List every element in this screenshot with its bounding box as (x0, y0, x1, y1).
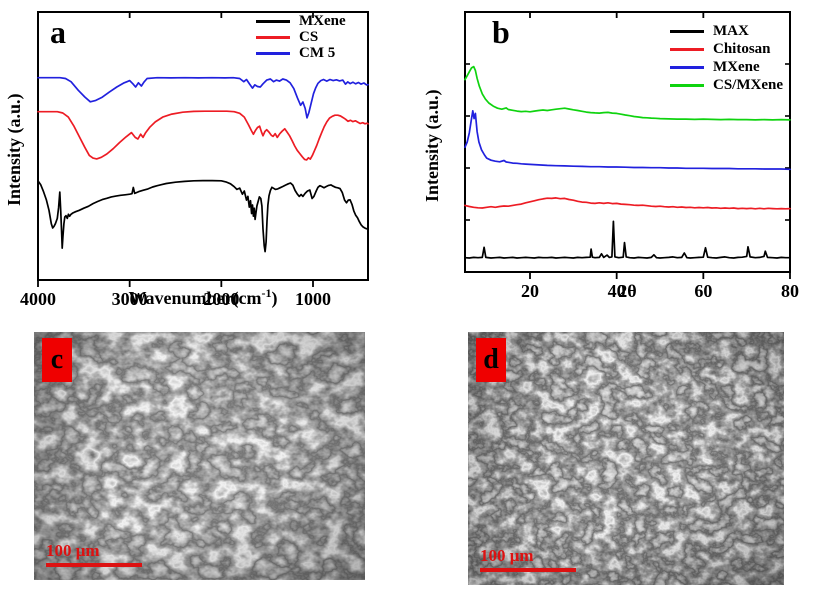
xlabel-close: ) (271, 288, 278, 308)
xlabel-text: 2θ (618, 281, 637, 301)
legend-line-swatch-chitosan (670, 47, 704, 51)
legend-row: CS/MXene (670, 76, 783, 94)
legend-label: CS/MXene (713, 76, 783, 93)
legend-line-swatch-cs (256, 35, 290, 39)
scalebar-line (480, 568, 576, 572)
x-tick-label: 20 (521, 281, 539, 301)
legend-line-swatch-mxene (670, 65, 704, 69)
ftir-chart-svg: 4000 3000 2000 1000 (20, 11, 369, 309)
x-tick-label: 40 (608, 281, 626, 301)
panel-a-ftir-chart: 4000 3000 2000 1000 a Intensity (a.u.) Wave… (0, 0, 400, 315)
legend-row: Chitosan (670, 40, 783, 58)
panel-c-letter: c (50, 344, 64, 375)
legend-label: MAX (713, 22, 749, 39)
series-line-chitosan (464, 197, 791, 210)
legend-line-swatch-max (670, 29, 704, 33)
legend-row: MXene (670, 58, 783, 76)
panel-d-scalebar: 100 μm (480, 547, 576, 572)
panel-b-ylabel: Intensity (a.u.) (422, 89, 442, 202)
legend-row: MAX (670, 22, 783, 40)
scalebar-text: 100 μm (46, 541, 100, 561)
legend-label: CM 5 (299, 44, 336, 61)
panel-c-label-box: c (42, 338, 72, 382)
sem-shading-overlay (34, 332, 365, 580)
legend-line-swatch-csmxene (670, 83, 704, 87)
panel-c-scalebar: 100 μm (46, 542, 142, 567)
x-tick-label: 3000 (112, 289, 148, 309)
panel-d-label-box: d (476, 338, 506, 382)
sem-texture-rect (468, 332, 784, 585)
panel-b-letter: b (492, 14, 510, 50)
panel-b-legend: MAX Chitosan MXene CS/MXene (670, 22, 783, 94)
panel-d-sem-image: d 100 μm (468, 332, 784, 585)
x-tick-label: 60 (694, 281, 712, 301)
legend-row: CM 5 (256, 45, 346, 61)
sem-texture-d (468, 332, 784, 585)
legend-label: MXene (713, 58, 760, 75)
panel-a-legend: MXene CS CM 5 (256, 13, 346, 61)
series-line-mxene (464, 109, 791, 171)
legend-label: MXene (299, 12, 346, 29)
legend-line-swatch-cm5 (256, 51, 290, 55)
panel-a-xlabel: Wavenumber(cm-1) (38, 286, 368, 309)
sem-shading-overlay (468, 332, 784, 585)
series-line-cs-mxene (464, 65, 791, 121)
legend-label: Chitosan (713, 40, 771, 57)
panel-c-sem-image: c 100 μm (34, 332, 365, 580)
legend-row: MXene (256, 13, 346, 29)
x-tick-label: 1000 (295, 289, 331, 309)
xlabel-superscript: -1 (261, 286, 272, 300)
series-line-cm-5 (37, 76, 369, 119)
scalebar-text: 100 μm (480, 546, 534, 566)
series-line-cs (37, 110, 369, 161)
scalebar-line (46, 563, 142, 567)
sem-texture-rect (34, 332, 365, 580)
xrd-chart-svg: 20 40 60 80 (464, 11, 799, 301)
series-line-mxene (37, 179, 368, 253)
plot-frame (464, 11, 791, 273)
sem-texture-c (34, 332, 365, 580)
panel-b-xlabel: 2θ (465, 279, 790, 302)
x-tick-label: 2000 (203, 289, 239, 309)
plot-frame (37, 11, 369, 281)
legend-line-swatch-mxene (256, 19, 290, 23)
panel-a-letter: a (50, 14, 66, 50)
legend-label: CS (299, 28, 319, 45)
panel-b-xrd-chart: 20 40 60 80 b Intensity (a.u.) 2θ MAX Chito… (414, 0, 814, 315)
xlabel-text: Wavenumber(cm (128, 288, 262, 308)
series-line-max (464, 220, 791, 259)
x-tick-label: 4000 (20, 289, 56, 309)
panel-d-letter: d (483, 344, 499, 375)
panel-a-ylabel: Intensity (a.u.) (4, 93, 24, 206)
x-tick-label: 80 (781, 281, 799, 301)
legend-row: CS (256, 29, 346, 45)
